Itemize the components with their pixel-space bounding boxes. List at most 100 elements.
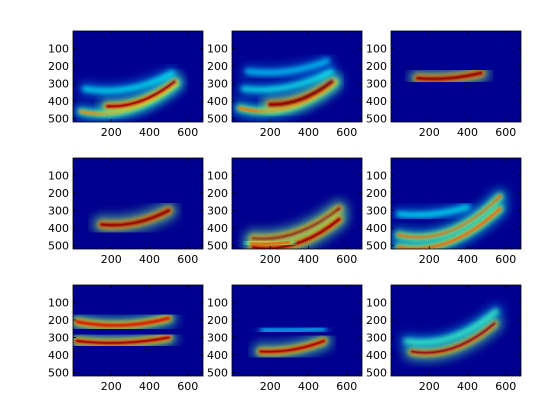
y-tick-label: 100: [48, 170, 69, 183]
y-tick-label: 500: [207, 240, 228, 253]
y-tick-label: 300: [207, 332, 228, 345]
y-tick-label: 200: [366, 187, 387, 200]
x-tick-label: 600: [177, 253, 198, 266]
heatmap-band-2: [240, 68, 334, 93]
y-tick-label: 500: [366, 240, 387, 253]
y-tick-label: 200: [207, 187, 228, 200]
x-tick-label: 600: [177, 126, 198, 139]
y-tick-label: 400: [48, 349, 69, 362]
y-tick-label: 400: [207, 222, 228, 235]
y-tick-label: 400: [48, 95, 69, 108]
heatmap-panel-r2c1: 200 400 600 100 200 300 400 500: [48, 157, 204, 266]
axes-box: [390, 157, 522, 250]
x-tick-label: 200: [260, 253, 281, 266]
x-tick-label: 200: [419, 126, 440, 139]
axes-box: [231, 284, 363, 377]
heatmap-band-peak-0: [411, 322, 495, 354]
heatmap-band-core-0: [397, 195, 502, 239]
y-tick-label: 200: [207, 314, 228, 327]
x-tick-label: 600: [495, 253, 516, 266]
axes-box: [72, 284, 204, 377]
y-tick-label: 300: [366, 78, 387, 91]
axes-box: [390, 284, 522, 377]
y-tick-label: 300: [207, 205, 228, 218]
x-tick-label: 400: [298, 380, 319, 393]
x-tick-label: 200: [260, 380, 281, 393]
heatmap-background: [73, 158, 203, 249]
heatmap-image: [73, 67, 184, 121]
heatmap-band-2: [82, 70, 175, 94]
x-tick-label: 600: [336, 253, 357, 266]
y-tick-label: 400: [207, 349, 228, 362]
x-tick-label: 200: [260, 126, 281, 139]
heatmap-band-1: [403, 308, 499, 346]
y-tick-label: 400: [366, 222, 387, 235]
x-tick-label: 600: [177, 380, 198, 393]
heatmap-band-3: [245, 58, 330, 75]
y-tick-label: 200: [48, 314, 69, 327]
heatmap-panel-r3c1: 200 400 600 100 200 300 400 500: [48, 284, 204, 393]
y-tick-label: 100: [366, 297, 387, 310]
y-tick-label: 200: [207, 60, 228, 73]
y-tick-label: 400: [366, 95, 387, 108]
y-tick-label: 200: [366, 60, 387, 73]
heatmap-panel-r1c1: 200 400 600 100 200 300 400 500: [48, 30, 204, 139]
heatmap-image: [408, 63, 491, 89]
heatmap-band-peak-1: [106, 81, 175, 107]
y-tick-label: 100: [207, 297, 228, 310]
y-tick-label: 100: [207, 170, 228, 183]
x-tick-label: 200: [419, 253, 440, 266]
heatmap-band-peak-0: [101, 209, 170, 226]
y-tick-label: 500: [48, 113, 69, 126]
y-tick-label: 300: [48, 78, 69, 91]
y-tick-label: 100: [48, 43, 69, 56]
y-tick-label: 500: [48, 367, 69, 380]
heatmap-band-core-1: [397, 207, 502, 249]
x-tick-label: 400: [298, 126, 319, 139]
x-tick-label: 200: [101, 253, 122, 266]
y-tick-label: 500: [207, 367, 228, 380]
y-tick-label: 300: [48, 205, 69, 218]
x-tick-label: 400: [457, 380, 478, 393]
y-tick-label: 100: [366, 43, 387, 56]
heatmap-panel-r1c2: 200 400 600 100 200 300 400 500: [207, 30, 363, 139]
x-tick-label: 200: [101, 380, 122, 393]
y-tick-label: 500: [366, 113, 387, 126]
heatmap-panel-r3c3: 200 400 600 100 200 300 400 500: [366, 284, 522, 393]
y-tick-label: 500: [207, 113, 228, 126]
x-tick-label: 600: [336, 126, 357, 139]
heatmap-band-peak-0: [417, 72, 482, 80]
y-tick-label: 100: [207, 43, 228, 56]
x-tick-label: 400: [457, 126, 478, 139]
x-tick-label: 400: [139, 380, 160, 393]
y-tick-label: 300: [48, 332, 69, 345]
x-tick-label: 600: [336, 380, 357, 393]
y-tick-label: 200: [366, 314, 387, 327]
y-tick-label: 500: [366, 367, 387, 380]
x-tick-label: 200: [419, 380, 440, 393]
x-tick-label: 600: [495, 126, 516, 139]
heatmap-panel-r3c2: 200 400 600 100 200 300 400 500: [207, 284, 363, 393]
heatmap-panel-r1c3: 200 400 600 100 200 300 400 500: [366, 30, 522, 139]
axes-box: [390, 30, 522, 123]
heatmap-image: [391, 189, 508, 249]
y-tick-label: 300: [366, 205, 387, 218]
heatmap-panel-r2c2: 200 400 600 100 200 300 400 500: [207, 157, 363, 266]
axes-box: [72, 30, 204, 123]
heatmap-band-core-2: [249, 240, 291, 246]
x-tick-label: 400: [139, 126, 160, 139]
y-tick-label: 100: [366, 170, 387, 183]
heatmap-band-peak-1: [76, 336, 170, 344]
y-tick-label: 200: [48, 60, 69, 73]
y-tick-label: 400: [207, 95, 228, 108]
y-tick-label: 200: [48, 187, 69, 200]
x-tick-label: 400: [457, 253, 478, 266]
heatmap-image: [73, 309, 178, 352]
heatmap-image: [92, 201, 178, 235]
x-tick-label: 400: [139, 253, 160, 266]
axes-box: [231, 30, 363, 123]
x-tick-label: 400: [298, 253, 319, 266]
y-tick-label: 500: [48, 240, 69, 253]
y-tick-label: 100: [48, 297, 69, 310]
